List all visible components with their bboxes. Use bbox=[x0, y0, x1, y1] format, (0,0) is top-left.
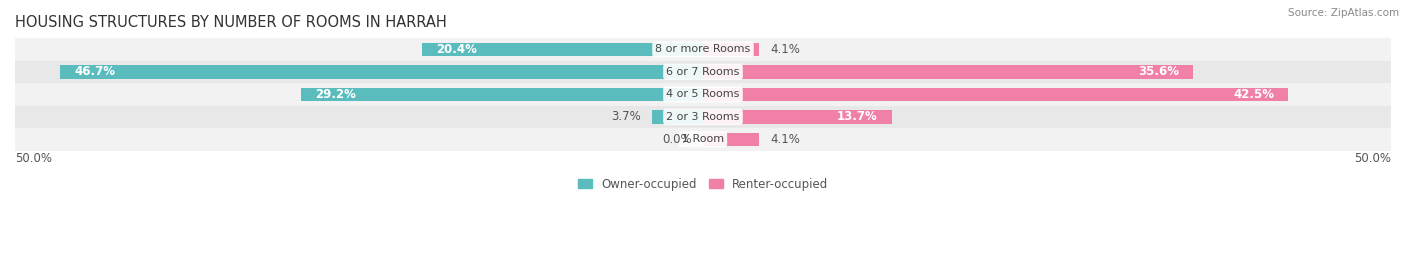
Text: 8 or more Rooms: 8 or more Rooms bbox=[655, 44, 751, 54]
Bar bbox=[422, 43, 703, 56]
Bar bbox=[15, 83, 1391, 105]
Legend: Owner-occupied, Renter-occupied: Owner-occupied, Renter-occupied bbox=[572, 173, 834, 195]
Bar bbox=[15, 128, 1391, 151]
Bar bbox=[703, 110, 891, 123]
Bar bbox=[301, 88, 703, 101]
Text: 3.7%: 3.7% bbox=[612, 110, 641, 123]
Text: 13.7%: 13.7% bbox=[837, 110, 877, 123]
Bar bbox=[703, 65, 1192, 79]
Bar bbox=[15, 105, 1391, 128]
Bar bbox=[15, 38, 1391, 61]
Text: HOUSING STRUCTURES BY NUMBER OF ROOMS IN HARRAH: HOUSING STRUCTURES BY NUMBER OF ROOMS IN… bbox=[15, 15, 447, 30]
Text: 2 or 3 Rooms: 2 or 3 Rooms bbox=[666, 112, 740, 122]
Text: 50.0%: 50.0% bbox=[1354, 152, 1391, 165]
Bar bbox=[703, 88, 1288, 101]
Text: 42.5%: 42.5% bbox=[1233, 88, 1274, 101]
Bar bbox=[652, 110, 703, 123]
Text: 4 or 5 Rooms: 4 or 5 Rooms bbox=[666, 89, 740, 99]
Bar bbox=[703, 43, 759, 56]
Text: Source: ZipAtlas.com: Source: ZipAtlas.com bbox=[1288, 8, 1399, 18]
Bar bbox=[15, 61, 1391, 83]
Bar bbox=[60, 65, 703, 79]
Text: 6 or 7 Rooms: 6 or 7 Rooms bbox=[666, 67, 740, 77]
Text: 1 Room: 1 Room bbox=[682, 134, 724, 144]
Text: 4.1%: 4.1% bbox=[770, 133, 800, 146]
Text: 35.6%: 35.6% bbox=[1137, 65, 1180, 78]
Text: 29.2%: 29.2% bbox=[315, 88, 356, 101]
Text: 50.0%: 50.0% bbox=[15, 152, 52, 165]
Text: 46.7%: 46.7% bbox=[75, 65, 115, 78]
Text: 4.1%: 4.1% bbox=[770, 43, 800, 56]
Text: 0.0%: 0.0% bbox=[662, 133, 692, 146]
Text: 20.4%: 20.4% bbox=[436, 43, 477, 56]
Bar bbox=[703, 133, 759, 146]
